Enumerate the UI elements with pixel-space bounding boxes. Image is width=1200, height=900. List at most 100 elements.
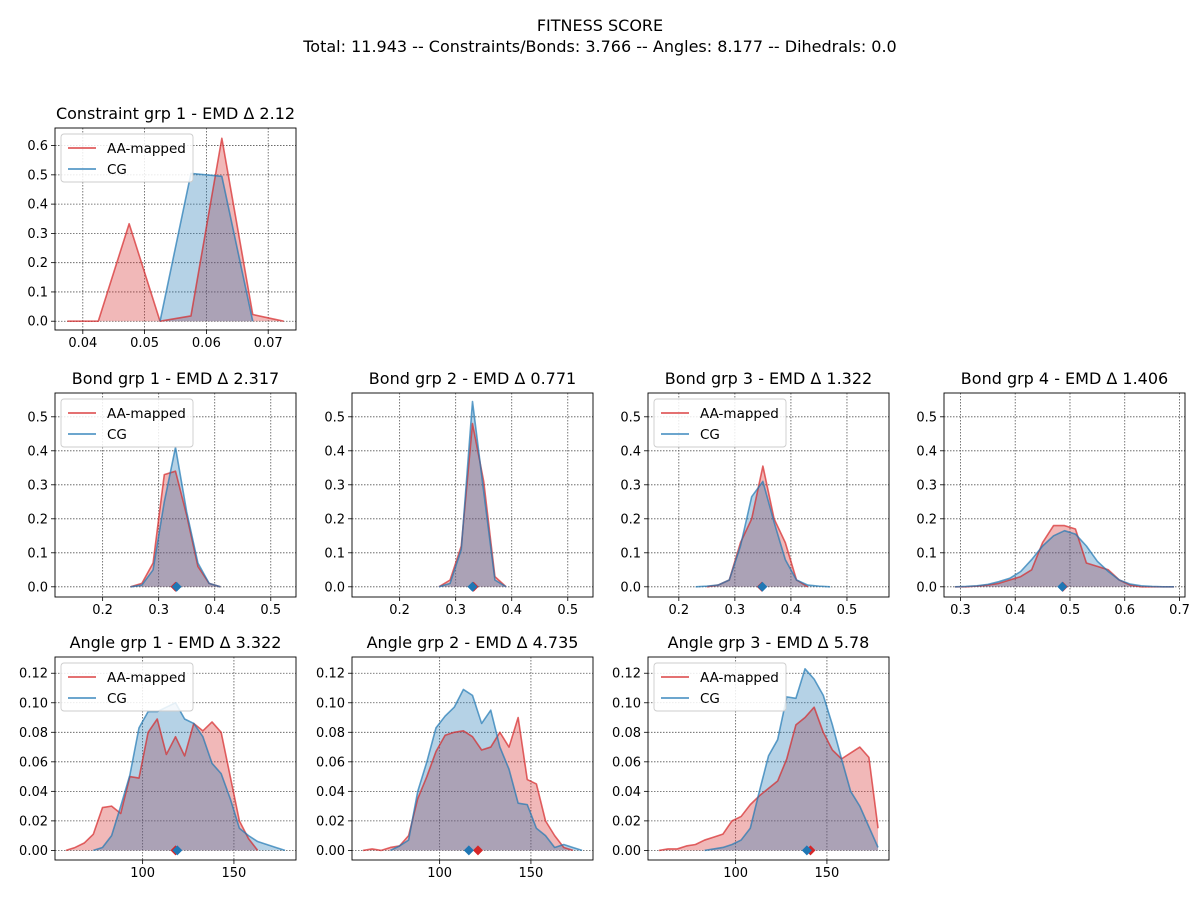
y-tick-label: 0.08	[19, 726, 48, 741]
cg-mean-marker	[757, 581, 768, 592]
legend-label: AA-mapped	[107, 141, 186, 157]
subplot-3: 0.2 0.3 0.4 0.5 0.0 0.1 0.2 0.3 0.4 0.5 Bond grp 2…	[324, 369, 594, 618]
legend: AA-mapped CG	[60, 662, 194, 712]
x-tick-label: 0.3	[148, 603, 169, 618]
x-tick-label: 0.2	[92, 603, 113, 618]
y-tick-label: 0.04	[316, 785, 345, 800]
y-tick-label: 0.02	[19, 814, 48, 829]
cg-area	[954, 530, 1175, 587]
legend-label: CG	[107, 691, 127, 707]
plot-series	[695, 465, 831, 588]
y-tick-label: 0.00	[19, 844, 48, 859]
cg-line	[389, 688, 583, 852]
cg-mean-marker	[172, 845, 183, 856]
y-tick-label: 0.12	[612, 667, 641, 682]
y-tick-label: 0.02	[316, 814, 345, 829]
subplot-1: 0.04 0.05 0.06 0.07 0.0 0.1 0.2 0.3 0.4 0.5 0.6 Con…	[27, 104, 297, 351]
y-tick-label: 0.2	[620, 512, 641, 527]
subplot-title: Angle grp 3 - EMD Δ 5.78	[668, 633, 870, 652]
y-tick-label: 0.0	[620, 580, 641, 595]
axes-frame	[54, 656, 297, 861]
legend-label: AA-mapped	[700, 406, 779, 422]
legend: AA-mapped CG	[60, 133, 194, 183]
cg-area	[130, 447, 221, 587]
legend: AA-mapped CG	[60, 398, 194, 448]
cg-line	[159, 172, 254, 322]
legend-label: CG	[107, 427, 127, 443]
subplot-title: Bond grp 3 - EMD Δ 1.322	[665, 369, 872, 388]
subplot-title: Bond grp 1 - EMD Δ 2.317	[72, 369, 279, 388]
y-tick-label: 0.08	[612, 726, 641, 741]
y-tick-label: 0.0	[324, 580, 345, 595]
cg-line	[438, 400, 507, 588]
y-tick-label: 0.00	[316, 844, 345, 859]
x-tick-label: 0.3	[725, 603, 746, 618]
cg-mean-marker	[171, 581, 182, 592]
y-tick-label: 0.3	[324, 478, 345, 493]
x-tick-label: 0.5	[557, 603, 578, 618]
subplot-4: 0.2 0.3 0.4 0.5 0.0 0.1 0.2 0.3 0.4 0.5 Bond grp 3…	[620, 369, 890, 618]
plot-series	[362, 688, 583, 852]
x-tick-label: 0.07	[254, 336, 283, 351]
x-tick-label: 0.06	[192, 336, 221, 351]
x-tick-label: 100	[427, 866, 452, 881]
y-tick-label: 0.08	[316, 726, 345, 741]
cg-area	[695, 481, 831, 587]
y-tick-label: 0.3	[916, 478, 937, 493]
y-tick-label: 0.0	[27, 315, 48, 330]
x-tick-label: 0.2	[668, 603, 689, 618]
x-tick-label: 150	[222, 866, 247, 881]
y-tick-label: 0.10	[19, 696, 48, 711]
y-tick-label: 0.4	[27, 444, 48, 459]
legend: AA-mapped CG	[653, 398, 787, 448]
y-tick-label: 0.02	[612, 814, 641, 829]
y-tick-label: 0.04	[19, 785, 48, 800]
cg-mean-marker	[467, 581, 478, 592]
x-tick-label: 100	[723, 866, 748, 881]
cg-line	[954, 529, 1175, 588]
cg-area	[704, 668, 879, 851]
y-tick-label: 0.1	[916, 546, 937, 561]
cg-mean-marker	[1057, 581, 1068, 592]
axes-frame	[647, 656, 890, 861]
x-tick-label: 0.4	[501, 603, 522, 618]
x-tick-label: 0.04	[68, 336, 97, 351]
plot-series	[67, 137, 284, 323]
y-tick-label: 0.4	[620, 444, 641, 459]
x-tick-label: 0.5	[837, 603, 858, 618]
cg-area	[93, 702, 286, 851]
aa-area	[706, 466, 808, 587]
y-tick-label: 0.5	[324, 410, 345, 425]
x-tick-label: 150	[519, 866, 544, 881]
y-tick-label: 0.12	[316, 667, 345, 682]
legend-box	[60, 398, 194, 448]
y-tick-label: 0.4	[916, 444, 937, 459]
y-tick-label: 0.1	[27, 546, 48, 561]
axes-frame	[54, 392, 297, 598]
y-tick-label: 0.06	[316, 755, 345, 770]
axes-frame	[943, 392, 1186, 598]
subplot-2: 0.2 0.3 0.4 0.5 0.0 0.1 0.2 0.3 0.4 0.5 Bond grp 1…	[27, 369, 297, 618]
x-tick-label: 0.5	[1060, 603, 1081, 618]
subplot-title: Bond grp 2 - EMD Δ 0.771	[369, 369, 576, 388]
aa-area	[362, 717, 573, 851]
cg-line	[704, 668, 879, 852]
x-tick-label: 0.4	[204, 603, 225, 618]
cg-mean-marker	[801, 845, 812, 856]
cg-line	[93, 701, 286, 852]
axes-frame	[647, 392, 890, 598]
y-tick-label: 0.04	[612, 785, 641, 800]
x-tick-label: 0.2	[389, 603, 410, 618]
plot-area	[352, 657, 593, 860]
subplot-5: 0.3 0.4 0.5 0.6 0.7 0.0 0.1 0.2 0.3 0.4 0.5 Bond gr…	[916, 369, 1190, 618]
subplot-8: 100 150 0.00 0.02 0.04 0.06 0.08 0.10 0.12 Angle …	[612, 633, 890, 881]
y-tick-label: 0.4	[324, 444, 345, 459]
legend-label: AA-mapped	[107, 406, 186, 422]
x-tick-label: 0.7	[1169, 603, 1190, 618]
y-tick-label: 0.3	[620, 478, 641, 493]
subplot-title: Bond grp 4 - EMD Δ 1.406	[961, 369, 1168, 388]
cg-mean-marker	[463, 845, 474, 856]
x-tick-label: 0.4	[1005, 603, 1026, 618]
x-tick-label: 0.5	[260, 603, 281, 618]
aa-area	[65, 719, 258, 851]
